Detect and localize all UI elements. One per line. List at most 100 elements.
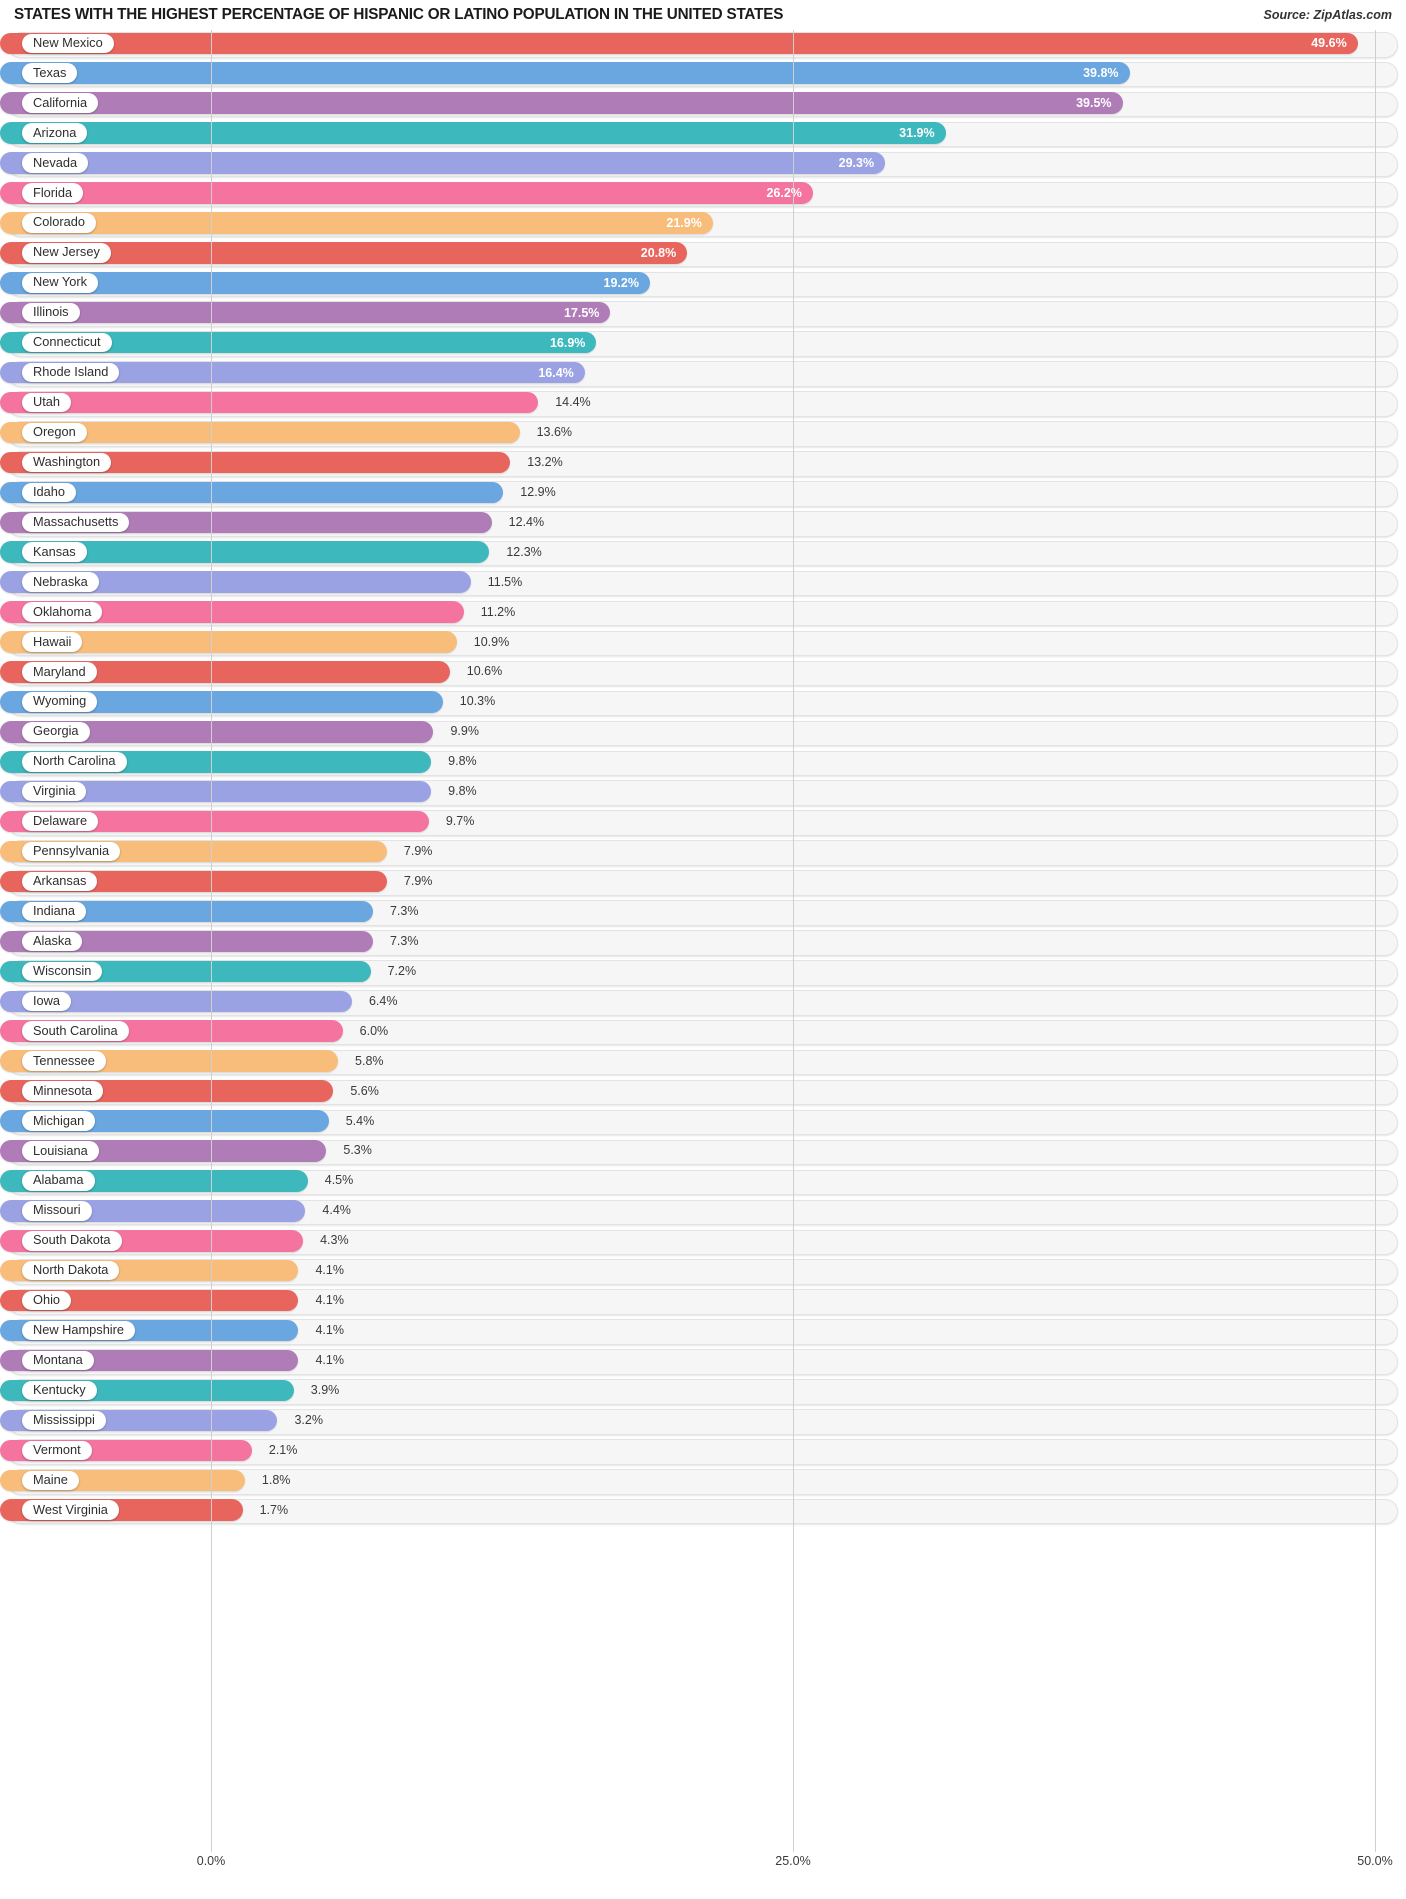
category-label[interactable]: New Hampshire	[22, 1320, 136, 1341]
bar[interactable]	[0, 691, 443, 713]
bar-row[interactable]: 14.4% Utah	[0, 389, 1406, 419]
category-label[interactable]: Maryland	[22, 662, 97, 682]
category-label[interactable]: Mississippi	[22, 1410, 106, 1431]
category-label[interactable]: Virginia	[22, 781, 87, 802]
category-label[interactable]: Missouri	[22, 1201, 92, 1221]
category-label[interactable]: Kentucky	[22, 1380, 97, 1401]
category-label[interactable]: Illinois	[22, 302, 80, 323]
bar-row[interactable]: 12.3% Kansas	[0, 539, 1406, 569]
bar[interactable]	[0, 870, 387, 893]
category-label[interactable]: Rhode Island	[22, 362, 120, 383]
bar[interactable]	[0, 571, 471, 593]
category-label[interactable]: Arkansas	[22, 871, 98, 892]
bar-row[interactable]: 10.3% Wyoming	[0, 689, 1406, 719]
bar-row[interactable]: 1.8% Maine	[0, 1467, 1406, 1497]
bar-row[interactable]: 12.9% Idaho	[0, 479, 1406, 509]
bar-row[interactable]: 31.9% Arizona	[0, 120, 1406, 150]
category-label[interactable]: New Jersey	[22, 243, 111, 263]
category-label[interactable]: Idaho	[22, 482, 77, 503]
bar[interactable]: 31.9%	[0, 122, 946, 144]
bar[interactable]: 20.8%	[0, 242, 688, 264]
bar-row[interactable]: 11.2% Oklahoma	[0, 599, 1406, 629]
bar-row[interactable]: 9.8% North Carolina	[0, 749, 1406, 779]
bar-row[interactable]: 11.5% Nebraska	[0, 569, 1406, 599]
category-label[interactable]: Michigan	[22, 1111, 96, 1131]
bar-row[interactable]: 16.4% Rhode Island	[0, 359, 1406, 389]
category-label[interactable]: Connecticut	[22, 332, 112, 353]
category-label[interactable]: Alabama	[22, 1171, 95, 1191]
category-label[interactable]: Washington	[22, 452, 112, 473]
category-label[interactable]: California	[22, 93, 99, 113]
category-label[interactable]: Alaska	[22, 931, 83, 952]
bar[interactable]: 17.5%	[0, 301, 611, 324]
bar-row[interactable]: 9.9% Georgia	[0, 719, 1406, 749]
category-label[interactable]: New Mexico	[22, 33, 114, 53]
bar-row[interactable]: 4.4% Missouri	[0, 1198, 1406, 1228]
bar-row[interactable]: 6.4% Iowa	[0, 988, 1406, 1018]
bar-row[interactable]: 13.2% Washington	[0, 449, 1406, 479]
bar-row[interactable]: 4.1% North Dakota	[0, 1257, 1406, 1287]
bar[interactable]: 29.3%	[0, 152, 886, 174]
bar-row[interactable]: 5.3% Louisiana	[0, 1138, 1406, 1168]
bar-row[interactable]: 4.5% Alabama	[0, 1168, 1406, 1198]
bar-row[interactable]: 7.3% Alaska	[0, 928, 1406, 958]
bar[interactable]	[0, 930, 373, 953]
bar-row[interactable]: 9.7% Delaware	[0, 808, 1406, 838]
category-label[interactable]: Ohio	[22, 1290, 72, 1311]
category-label[interactable]: Kansas	[22, 542, 87, 562]
bar[interactable]: 49.6%	[0, 32, 1358, 54]
bar-row[interactable]: 49.6% New Mexico	[0, 30, 1406, 60]
category-label[interactable]: Wisconsin	[22, 961, 103, 982]
bar[interactable]	[0, 601, 464, 623]
bar-row[interactable]: 20.8% New Jersey	[0, 240, 1406, 270]
bar-row[interactable]: 9.8% Virginia	[0, 778, 1406, 808]
bar-row[interactable]: 3.2% Mississippi	[0, 1407, 1406, 1437]
bar[interactable]	[0, 990, 352, 1012]
bar-row[interactable]: 3.9% Kentucky	[0, 1377, 1406, 1407]
bar-row[interactable]: 19.2% New York	[0, 270, 1406, 300]
bar[interactable]	[0, 810, 429, 833]
category-label[interactable]: Massachusetts	[22, 512, 130, 532]
bar[interactable]	[0, 780, 432, 803]
bar[interactable]	[0, 421, 520, 444]
category-label[interactable]: South Dakota	[22, 1231, 122, 1251]
category-label[interactable]: North Dakota	[22, 1260, 120, 1281]
bar-row[interactable]: 17.5% Illinois	[0, 299, 1406, 329]
bar-row[interactable]: 5.4% Michigan	[0, 1108, 1406, 1138]
category-label[interactable]: Arizona	[22, 123, 88, 143]
bar-row[interactable]: 13.6% Oregon	[0, 419, 1406, 449]
category-label[interactable]: Wyoming	[22, 692, 98, 712]
category-label[interactable]: Colorado	[22, 213, 96, 233]
bar-row[interactable]: 26.2% Florida	[0, 180, 1406, 210]
category-label[interactable]: Nevada	[22, 153, 89, 173]
bar-row[interactable]: 7.9% Pennsylvania	[0, 838, 1406, 868]
bar-row[interactable]: 4.1% Ohio	[0, 1287, 1406, 1317]
bar-row[interactable]: 21.9% Colorado	[0, 210, 1406, 240]
bar[interactable]	[0, 661, 450, 683]
bar[interactable]	[0, 481, 504, 504]
bar-row[interactable]: 39.8% Texas	[0, 60, 1406, 90]
category-label[interactable]: Georgia	[22, 722, 90, 742]
bar-row[interactable]: 4.1% New Hampshire	[0, 1317, 1406, 1347]
category-label[interactable]: Oklahoma	[22, 602, 103, 622]
bar-row[interactable]: 5.6% Minnesota	[0, 1078, 1406, 1108]
bar-row[interactable]: 4.3% South Dakota	[0, 1228, 1406, 1258]
bar-row[interactable]: 6.0% South Carolina	[0, 1018, 1406, 1048]
category-label[interactable]: Nebraska	[22, 572, 99, 592]
category-label[interactable]: Minnesota	[22, 1081, 104, 1101]
bar[interactable]	[0, 1289, 299, 1312]
bar[interactable]	[0, 541, 490, 563]
bar-row[interactable]: 5.8% Tennessee	[0, 1048, 1406, 1078]
bar-row[interactable]: 7.2% Wisconsin	[0, 958, 1406, 988]
category-label[interactable]: Maine	[22, 1470, 79, 1490]
bar[interactable]: 39.8%	[0, 62, 1130, 84]
bar-row[interactable]: 39.5% California	[0, 90, 1406, 120]
bar[interactable]	[0, 451, 511, 474]
bar-row[interactable]: 10.6% Maryland	[0, 659, 1406, 689]
bar-row[interactable]: 4.1% Montana	[0, 1347, 1406, 1377]
category-label[interactable]: Texas	[22, 63, 78, 83]
bar-row[interactable]: 1.7% West Virginia	[0, 1497, 1406, 1527]
category-label[interactable]: Montana	[22, 1350, 94, 1371]
bar-row[interactable]: 2.1% Vermont	[0, 1437, 1406, 1467]
bar-row[interactable]: 16.9% Connecticut	[0, 329, 1406, 359]
